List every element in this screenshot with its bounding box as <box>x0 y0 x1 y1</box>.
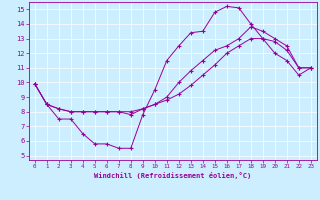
X-axis label: Windchill (Refroidissement éolien,°C): Windchill (Refroidissement éolien,°C) <box>94 172 252 179</box>
